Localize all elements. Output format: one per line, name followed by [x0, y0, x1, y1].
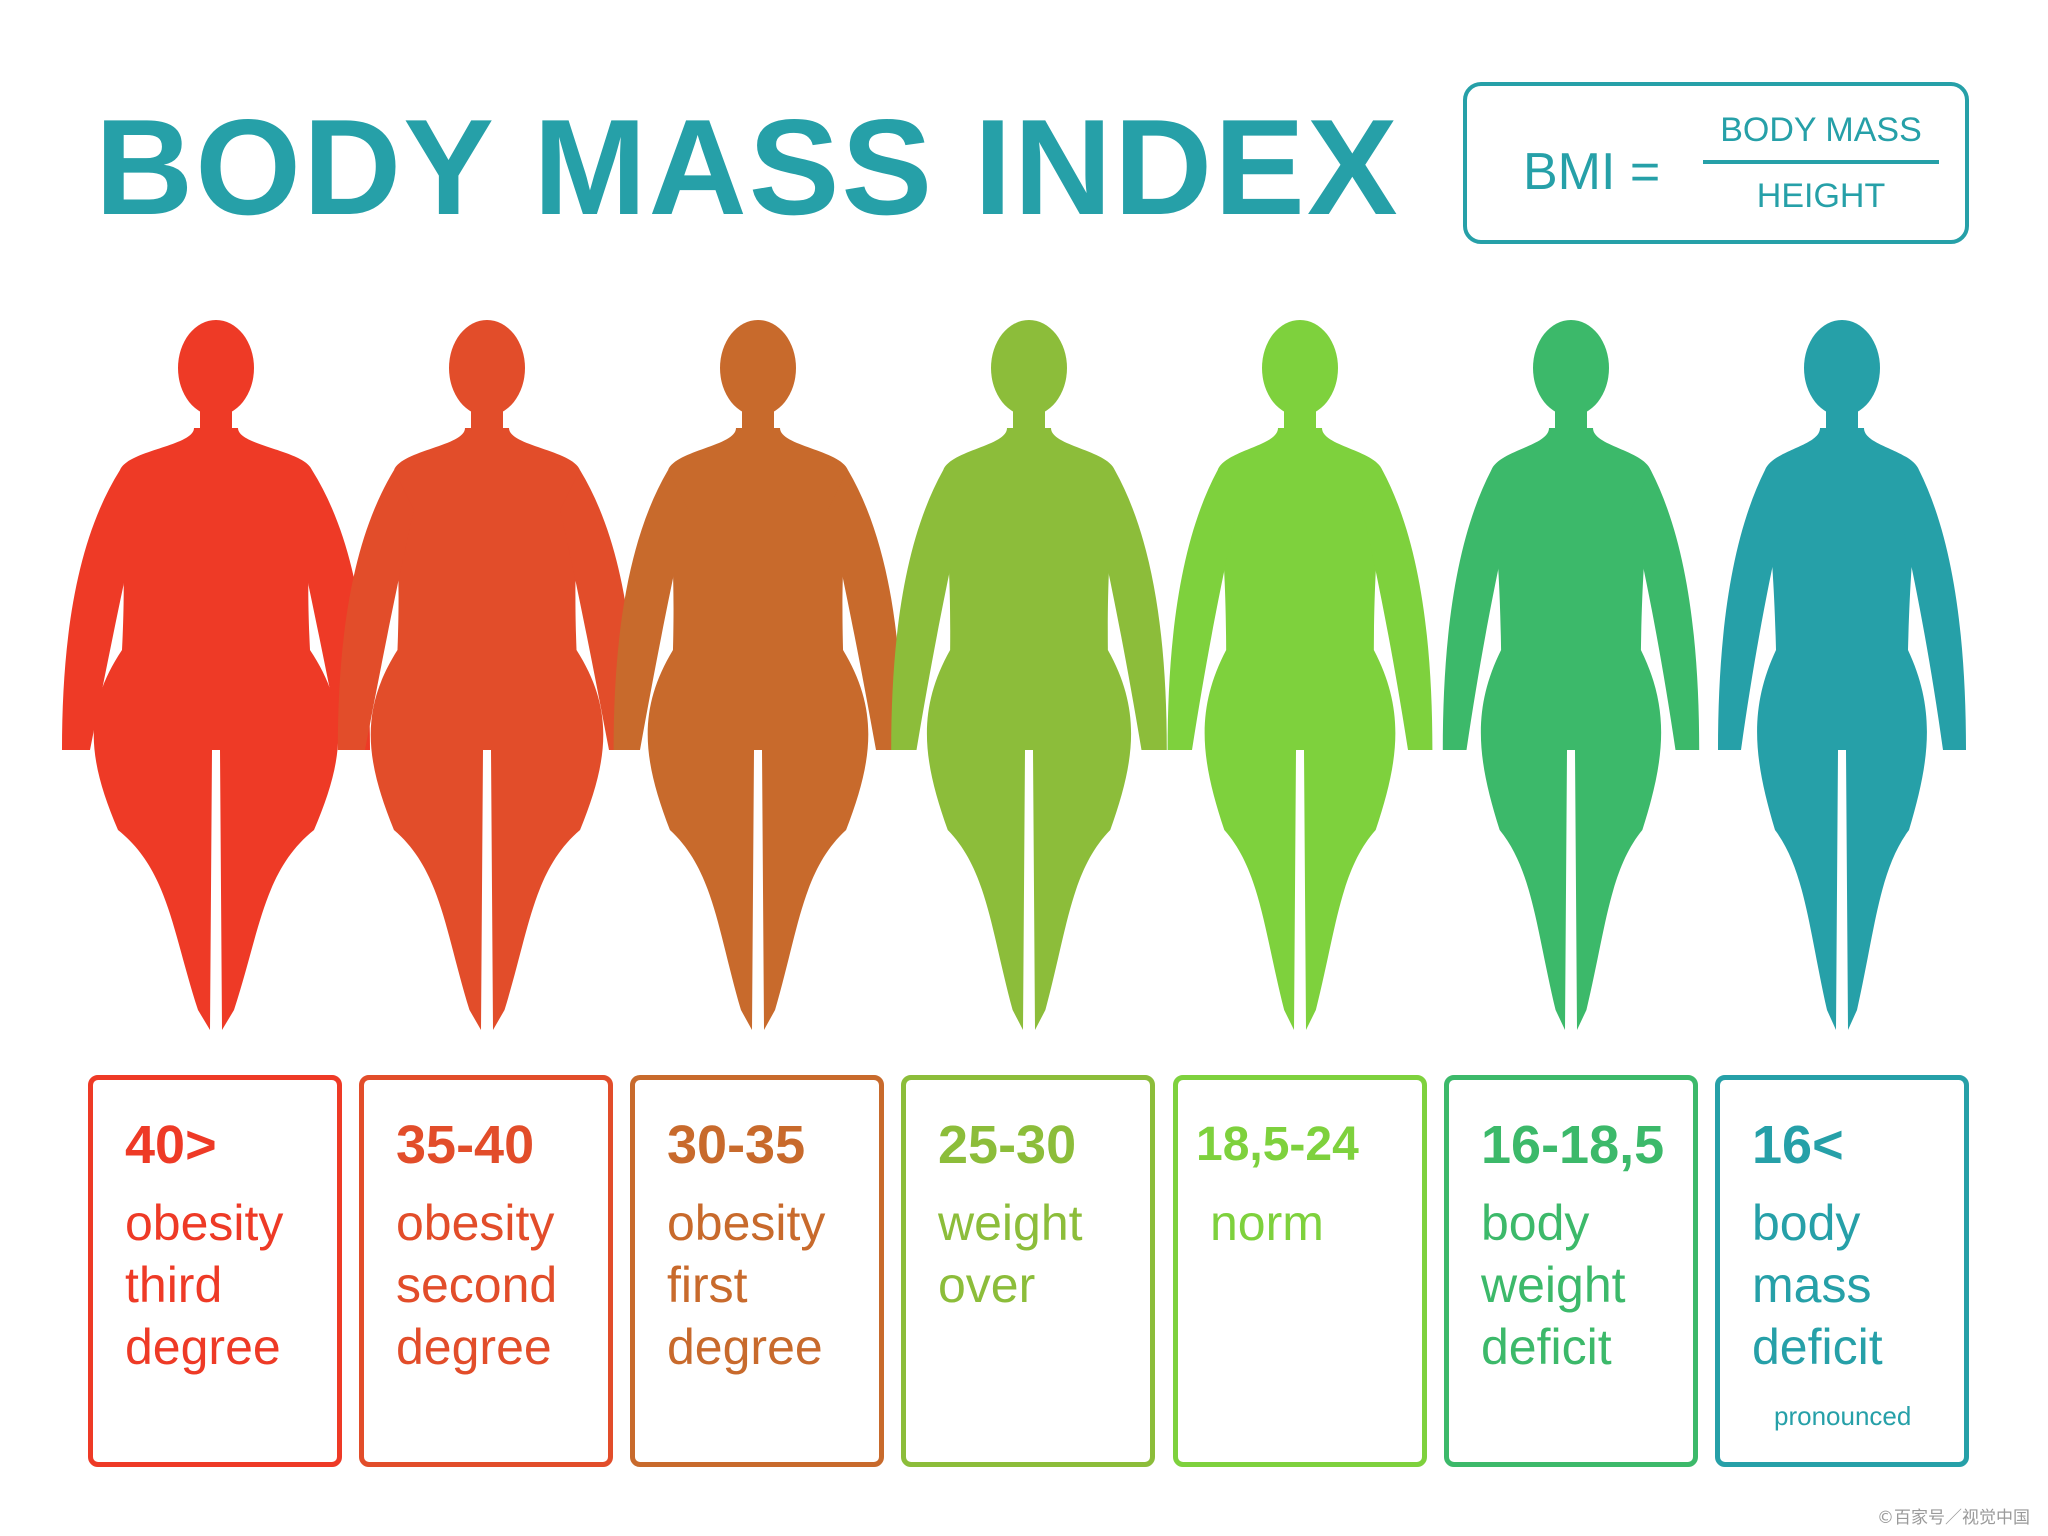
bmi-range: 18,5-24	[1196, 1118, 1359, 1171]
silhouette-right-arm	[1899, 470, 1966, 750]
silhouette-head	[178, 320, 254, 416]
bmi-category-card: 16-18,5 body weight deficit	[1444, 1075, 1698, 1467]
silhouette-body	[926, 428, 1132, 1030]
silhouette-body	[1757, 428, 1927, 1030]
bmi-category-card: 35-40 obesity second degree	[359, 1075, 613, 1467]
silhouette-severe-deficit-icon	[1718, 320, 1966, 1030]
silhouette-head	[991, 320, 1067, 416]
bmi-range: 30-35	[667, 1115, 806, 1175]
bmi-range: 16-18,5	[1481, 1115, 1665, 1175]
silhouette-right-arm	[1362, 470, 1433, 750]
bmi-category-card: 18,5-24 norm	[1173, 1075, 1427, 1467]
silhouette-head	[1804, 320, 1880, 416]
silhouette-obese-1-icon	[613, 320, 903, 1030]
bmi-category-card: 30-35 obesity first degree	[630, 1075, 884, 1467]
formula-fraction-bar	[1703, 160, 1939, 164]
bmi-range: 16<	[1752, 1115, 1844, 1175]
bmi-formula-box: BMI = BODY MASS HEIGHT	[1463, 82, 1969, 244]
bmi-category-label: obesity first degree	[667, 1195, 826, 1375]
bmi-category-card: 25-30 weight over	[901, 1075, 1155, 1467]
silhouette-left-arm	[1442, 470, 1512, 750]
silhouette-head	[1533, 320, 1609, 416]
silhouette-body	[647, 428, 869, 1030]
silhouette-left-arm	[613, 470, 689, 750]
formula-lhs: BMI =	[1523, 143, 1661, 201]
silhouette-left-arm	[62, 470, 140, 750]
formula-denominator: HEIGHT	[1756, 177, 1886, 215]
silhouette-body	[1204, 428, 1396, 1030]
bmi-range: 35-40	[396, 1115, 535, 1175]
formula-fraction: BODY MASS HEIGHT	[1703, 108, 1939, 218]
silhouette-obese-3-icon	[62, 320, 370, 1030]
bmi-category-card: 16< body mass deficit pronounced	[1715, 1075, 1969, 1467]
silhouette-left-arm	[1718, 470, 1785, 750]
formula-numerator: BODY MASS	[1720, 111, 1922, 149]
silhouette-body	[93, 428, 339, 1030]
silhouette-head	[1262, 320, 1338, 416]
bmi-category-label: body weight deficit	[1481, 1195, 1626, 1375]
silhouette-obese-2-icon	[337, 320, 637, 1030]
silhouette-body	[1480, 428, 1662, 1030]
bmi-category-label: body mass deficit	[1752, 1195, 1883, 1375]
bmi-category-label: obesity second degree	[396, 1195, 558, 1375]
watermark: ©百家号／视觉中国	[1877, 1508, 2030, 1528]
silhouette-normal-icon	[1167, 320, 1433, 1030]
silhouette-right-arm	[1094, 470, 1167, 750]
silhouette-body	[370, 428, 604, 1030]
silhouette-head	[720, 320, 796, 416]
bmi-category-label: norm	[1210, 1195, 1324, 1251]
silhouette-deficit-icon	[1442, 320, 1700, 1030]
silhouette-left-arm	[891, 470, 964, 750]
bmi-range: 40>	[125, 1115, 217, 1175]
bmi-category-label: obesity third degree	[125, 1195, 284, 1375]
bmi-range: 25-30	[938, 1115, 1077, 1175]
silhouette-overweight-icon	[891, 320, 1167, 1030]
page-title: BODY MASS INDEX	[95, 91, 1400, 243]
bmi-category-note: pronounced	[1774, 1401, 1912, 1431]
silhouette-left-arm	[337, 470, 415, 750]
bmi-category-card: 40> obesity third degree	[88, 1075, 342, 1467]
silhouette-right-arm	[1630, 470, 1700, 750]
silhouette-right-arm	[827, 470, 903, 750]
silhouette-left-arm	[1167, 470, 1238, 750]
bmi-category-label: weight over	[938, 1195, 1083, 1313]
silhouette-head	[449, 320, 525, 416]
body-silhouettes	[62, 320, 1966, 1030]
